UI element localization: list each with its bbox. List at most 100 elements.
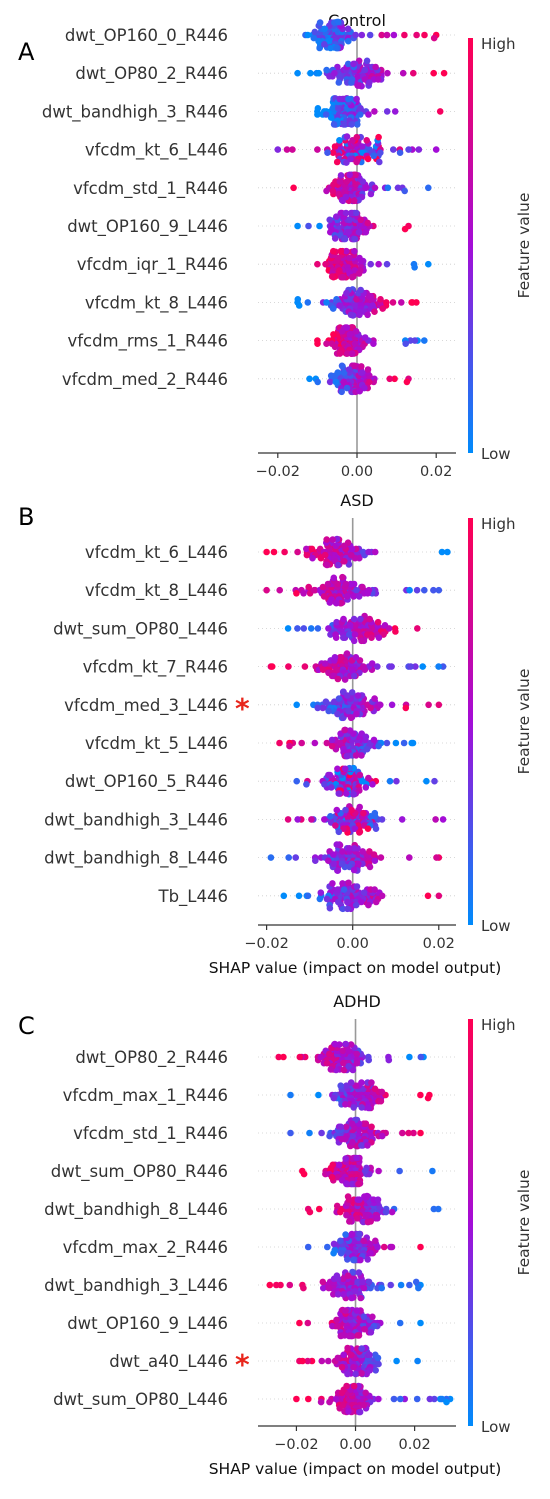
shap-point: [352, 171, 359, 179]
panel-title: ASD: [340, 491, 373, 510]
shap-point: [332, 378, 340, 386]
shap-point: [353, 1050, 361, 1058]
shap-point: [322, 698, 330, 705]
shap-point: [371, 308, 378, 316]
feature-row: dwt_bandhigh_8_L446: [44, 841, 456, 874]
x-axis-title: SHAP value (impact on model output): [209, 1460, 502, 1478]
shap-point: [378, 892, 386, 900]
shap-point: [331, 235, 339, 242]
shap-point: [435, 586, 443, 594]
shap-point: [334, 675, 342, 683]
feature-row: dwt_OP160_0_R446: [65, 18, 456, 52]
shap-point: [301, 663, 309, 670]
shap-point: [304, 1357, 312, 1365]
shap-point: [334, 710, 341, 718]
feature-label: vfcdm_med_2_R446: [62, 370, 228, 390]
shap-point: [331, 698, 338, 705]
shap-point: [339, 1275, 347, 1283]
shap-point: [390, 1395, 398, 1403]
shap-point: [348, 806, 355, 814]
shap-point: [424, 892, 432, 900]
shap-point: [364, 155, 372, 163]
feature-row: dwt_sum_OP80_L446: [53, 612, 456, 645]
shap-point: [339, 1401, 347, 1409]
shap-point: [378, 1088, 386, 1096]
shap-point: [342, 193, 350, 201]
shap-point: [339, 573, 346, 581]
shap-point: [355, 270, 363, 277]
shap-point: [360, 1237, 368, 1245]
shap-point: [329, 149, 337, 156]
shap-point: [371, 184, 379, 192]
shap-point: [341, 676, 349, 683]
shap-point: [352, 752, 360, 759]
shap-point: [353, 586, 360, 594]
shap-point: [342, 1123, 350, 1131]
shap-point: [338, 1135, 346, 1143]
colorbar-gradient: [468, 518, 473, 925]
shap-point: [358, 637, 365, 645]
x-tick-label: 0.02: [398, 1437, 430, 1453]
shap-point: [430, 586, 437, 594]
shap-point: [415, 146, 423, 153]
shap-point: [317, 889, 325, 896]
shap-point: [333, 841, 341, 848]
shap-point: [340, 634, 347, 641]
shap-point: [391, 375, 398, 383]
shap-point: [330, 247, 337, 255]
shap-point: [392, 628, 399, 635]
feature-row: vfcdm_std_1_R446: [73, 1116, 456, 1150]
shap-point: [378, 31, 386, 39]
shap-point: [364, 311, 371, 319]
shap-point: [436, 108, 444, 115]
shap-point: [340, 542, 348, 550]
shap-point: [356, 771, 364, 779]
shap-point: [337, 1123, 345, 1131]
shap-point: [353, 158, 360, 166]
shap-point: [367, 704, 374, 712]
shap-point: [296, 1053, 304, 1061]
shap-point: [314, 111, 321, 118]
shap-point: [326, 904, 334, 912]
shap-point: [411, 264, 418, 271]
shap-point: [348, 1230, 356, 1238]
feature-row: vfcdm_med_3_L446 *: [64, 688, 456, 725]
shap-point: [356, 387, 364, 395]
shap-point: [293, 590, 300, 597]
shap-point: [377, 701, 384, 709]
shap-point: [345, 1408, 352, 1415]
shap-point: [281, 548, 288, 556]
feature-row: dwt_bandhigh_8_L446: [44, 1192, 456, 1226]
shap-point: [305, 222, 312, 230]
shap-point: [317, 1398, 325, 1406]
shap-point: [362, 228, 370, 236]
shap-point: [330, 1094, 338, 1102]
shap-point: [379, 305, 387, 312]
shap-point: [391, 108, 399, 115]
shap-point: [402, 340, 410, 348]
shap-point: [324, 580, 332, 588]
shap-point: [330, 851, 337, 858]
shap-point: [328, 273, 336, 280]
shap-point: [358, 1142, 365, 1149]
shap-point: [432, 146, 440, 153]
shap-point: [307, 625, 315, 632]
shap-point: [304, 1319, 312, 1327]
shap-point: [330, 1240, 338, 1248]
shap-point: [306, 1129, 313, 1137]
shap-point: [393, 1357, 400, 1365]
feature-label: vfcdm_std_1_R446: [73, 179, 228, 199]
shap-point: [337, 247, 345, 255]
shap-point: [341, 235, 349, 243]
shap-point: [316, 44, 323, 52]
shap-point: [344, 1370, 351, 1378]
shap-point: [327, 631, 334, 638]
shap-point: [364, 219, 372, 227]
feature-label: dwt_bandhigh_8_L446: [44, 849, 228, 869]
shap-point: [350, 60, 357, 68]
shap-point: [364, 825, 372, 832]
shap-point: [364, 590, 372, 597]
shap-point: [346, 1218, 353, 1225]
shap-point: [304, 299, 312, 306]
